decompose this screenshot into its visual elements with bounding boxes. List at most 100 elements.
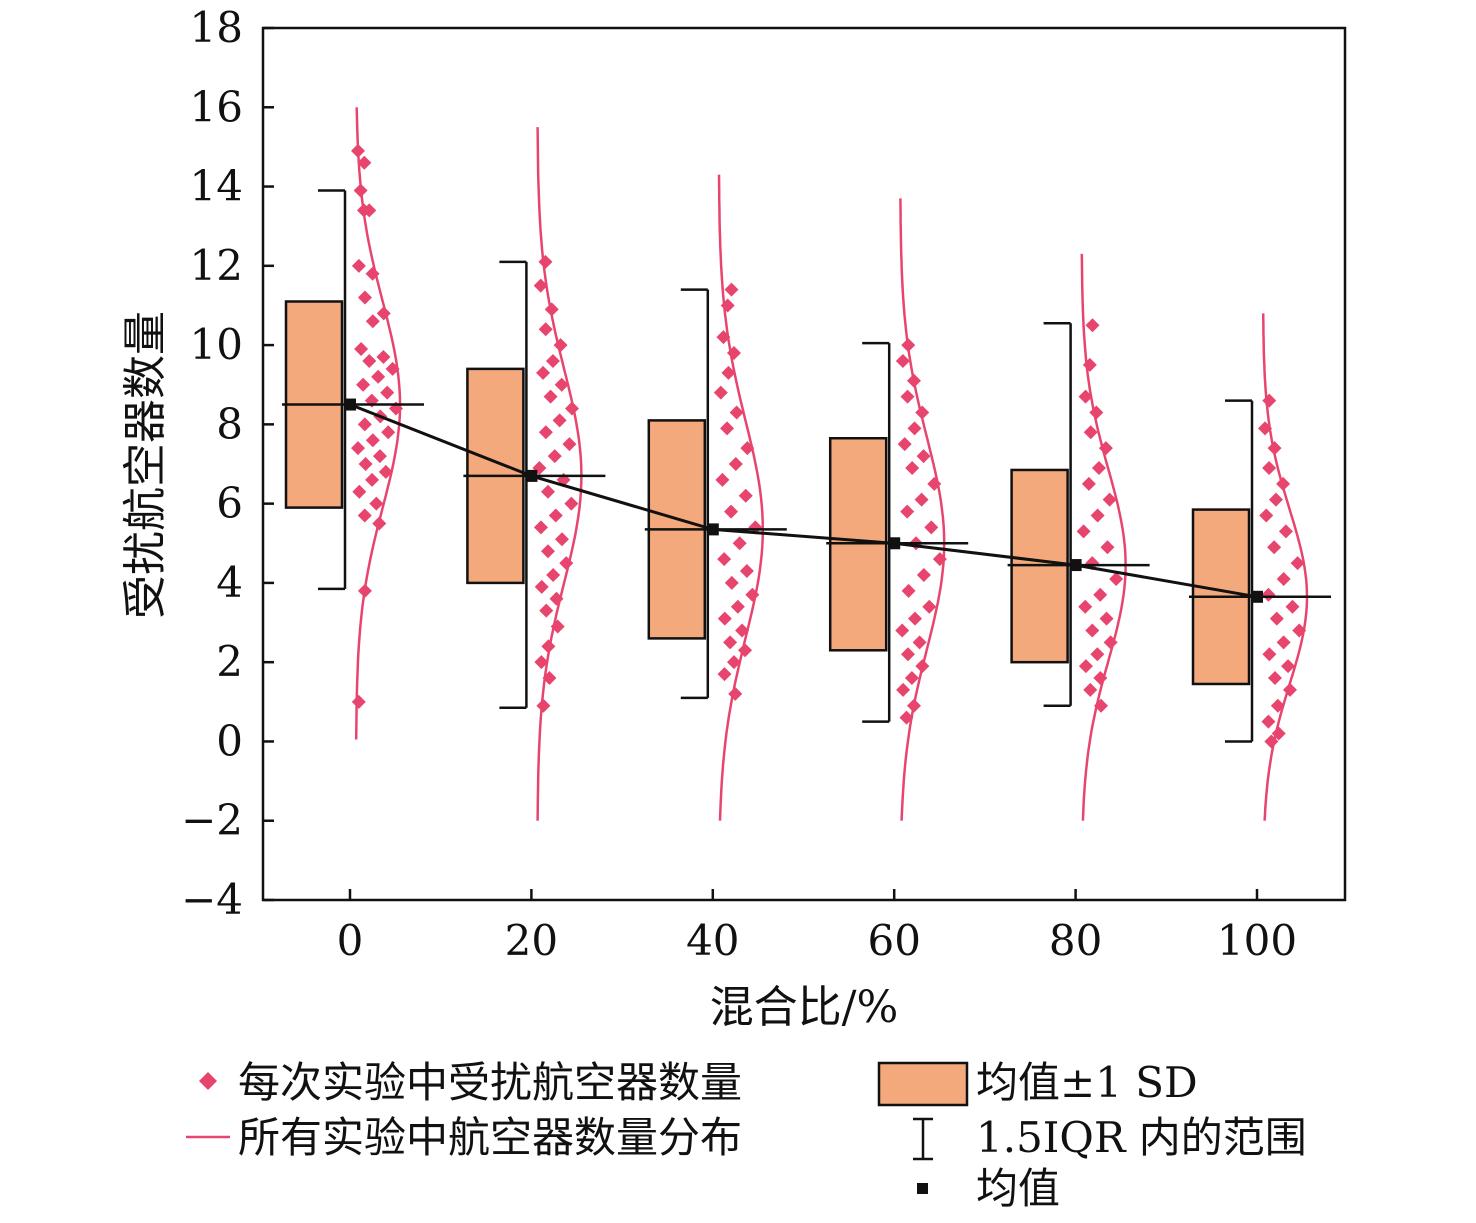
x-tick-label: 80 (1049, 916, 1102, 965)
legend-point-marker (199, 1072, 217, 1090)
legend-points-label: 每次实验中受扰航空器数量 (238, 1058, 742, 1107)
data-point (1276, 571, 1291, 586)
data-point (1270, 698, 1285, 713)
data-point (1258, 421, 1272, 436)
data-point (1090, 508, 1105, 523)
data-point (1078, 659, 1093, 674)
data-point (540, 544, 555, 559)
data-point (534, 579, 549, 594)
legend: 每次实验中受扰航空器数量 所有实验中航空器数量分布 均值±1 SD 1.5IQR… (186, 1058, 1307, 1213)
data-point (915, 405, 930, 420)
data-point (533, 278, 548, 293)
data-point (721, 365, 736, 380)
y-tick-label: 6 (216, 479, 243, 528)
data-point (901, 583, 916, 598)
legend-box-marker (877, 1061, 969, 1107)
y-tick-label: 0 (216, 716, 243, 765)
data-point (1102, 492, 1117, 507)
data-point (1091, 460, 1106, 475)
data-point (357, 583, 372, 598)
data-point (1083, 682, 1098, 697)
data-point (371, 369, 386, 384)
data-point (1281, 659, 1296, 674)
data-point (1261, 714, 1276, 729)
data-point (897, 437, 912, 452)
data-point (720, 421, 735, 436)
data-point (1081, 476, 1096, 491)
data-point (541, 639, 556, 654)
data-point (351, 258, 366, 273)
data-point (1089, 405, 1104, 420)
data-point (554, 377, 569, 392)
y-axis-title: 受扰航空器数量 (120, 311, 171, 619)
data-point (1083, 425, 1098, 440)
data-point (550, 619, 565, 634)
data-point (536, 698, 551, 713)
data-point (381, 425, 396, 440)
data-point (559, 556, 574, 571)
data-point (1259, 508, 1274, 523)
data-point (353, 183, 368, 198)
data-point (1262, 393, 1277, 408)
data-point (924, 520, 939, 535)
data-point (905, 460, 920, 475)
data-point (900, 389, 915, 404)
data-point (365, 314, 380, 329)
y-tick-label: −4 (181, 875, 243, 924)
data-point (1093, 587, 1108, 602)
legend-mean-marker (917, 1183, 928, 1194)
data-point (1276, 635, 1291, 650)
data-point (1085, 623, 1100, 638)
data-point (912, 635, 927, 650)
data-point (539, 603, 554, 618)
data-point (716, 330, 731, 345)
data-point (738, 488, 753, 503)
data-point (538, 322, 553, 337)
x-axis: 0 20 40 60 80 100 (337, 889, 1297, 965)
data-point (536, 365, 551, 380)
data-point (380, 385, 395, 400)
data-point (372, 449, 387, 464)
data-point (739, 564, 754, 579)
y-tick-label: 16 (190, 82, 243, 131)
data-point (713, 385, 728, 400)
mean-trend-line (349, 403, 1258, 599)
data-point (1262, 647, 1277, 662)
data-point (555, 532, 570, 547)
data-point (1094, 698, 1109, 713)
data-point (904, 671, 919, 686)
y-tick-label: 4 (216, 558, 243, 607)
data-point (1271, 726, 1286, 741)
data-point (715, 472, 730, 487)
data-point (1276, 476, 1291, 491)
data-point (378, 464, 393, 479)
data-point (720, 298, 735, 313)
data-point (922, 599, 937, 614)
data-point (365, 472, 380, 487)
x-tick-label: 100 (1217, 916, 1297, 965)
data-point (1109, 571, 1124, 586)
data-point (1261, 587, 1276, 602)
data-point (729, 405, 744, 420)
data-point (723, 635, 738, 650)
data-point (916, 449, 931, 464)
data-point (895, 623, 910, 638)
x-tick-label: 40 (686, 916, 739, 965)
data-point (900, 504, 915, 519)
data-point (1100, 540, 1115, 555)
data-point (533, 520, 548, 535)
data-point (540, 484, 555, 499)
data-point (732, 536, 747, 551)
data-point (547, 449, 562, 464)
plot-area (261, 26, 1347, 902)
data-point (538, 254, 553, 269)
data-point (1085, 318, 1100, 333)
data-point (740, 441, 755, 456)
y-tick-label: −2 (181, 796, 243, 845)
data-point (357, 290, 372, 305)
data-point (354, 342, 369, 357)
data-point (352, 484, 367, 499)
data-point (545, 353, 560, 368)
data-point (1269, 611, 1284, 626)
data-point (564, 496, 579, 511)
